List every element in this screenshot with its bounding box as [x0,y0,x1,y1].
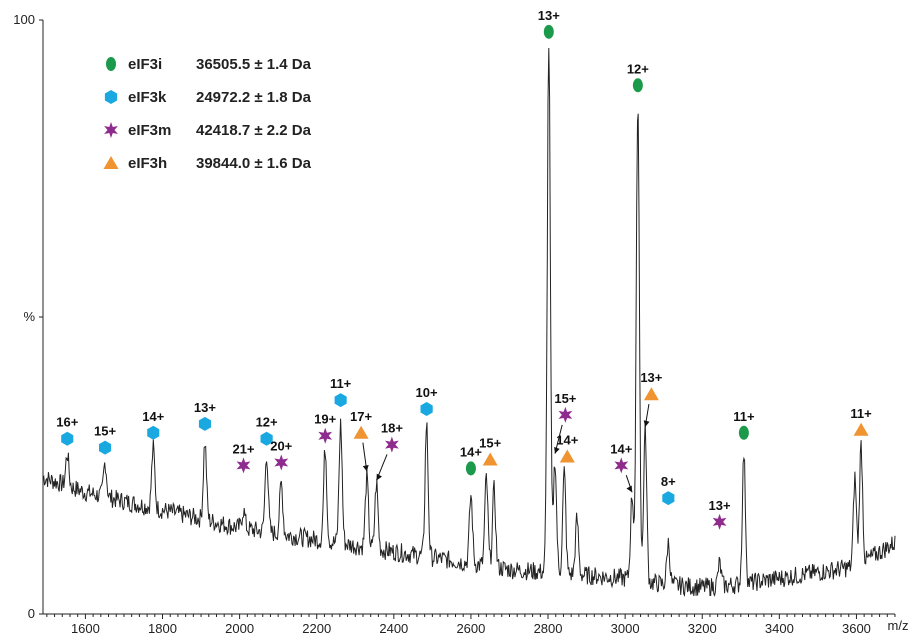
x-tick-label: 3400 [765,621,794,635]
x-axis-label: m/z [888,618,909,633]
eIF3m-marker-15+ [558,406,573,423]
charge-label: 12+ [627,61,649,76]
charge-label: 8+ [661,474,676,489]
eIF3i-marker-14+ [465,461,476,476]
eIF3m-marker-21+ [236,457,251,474]
legend-mass: 24972.2 ± 1.8 Da [196,89,312,106]
eIF3m-marker-18+ [385,436,399,453]
charge-label: 13+ [640,370,662,385]
annotation-arrowhead [554,447,560,454]
charge-label: 15+ [554,391,576,406]
eIF3m-marker-19+ [318,427,333,444]
charge-label: 16+ [56,415,78,430]
y-axis: 0% 100 [13,12,44,621]
legend-mass: 39844.0 ± 1.6 Da [196,155,312,172]
legend-mass: 36505.5 ± 1.4 Da [196,56,312,73]
charge-label: 15+ [94,424,116,439]
eIF3k-marker-14+ [147,425,160,440]
eIF3m-marker-20+ [274,454,289,471]
charge-label: 15+ [479,436,501,451]
legend-mass: 42418.7 ± 2.2 Da [196,122,312,139]
annotation-arrowhead [626,485,633,493]
charge-label: 11+ [330,376,352,391]
legend: eIF3i 36505.5 ± 1.4 Da eIF3k 24972.2 ± 1.8 … [103,56,312,172]
y-tick-label: 100 [13,12,35,27]
charge-label: 14+ [610,441,632,456]
eIF3h-marker-13+ [643,387,659,401]
legend-name: eIF3m [128,122,171,139]
charge-label: 12+ [256,415,278,430]
eIF3i-legend-icon [106,57,116,71]
eIF3h-legend-icon [103,156,119,169]
charge-label: 13+ [194,400,216,415]
legend-name: eIF3k [128,89,167,106]
eIF3h-marker-17+ [353,425,369,439]
eIF3m-legend-icon [104,122,118,138]
peak-labels: 16+15+14+13+21+12+20+19+11+17+18+10+14+1… [56,8,872,513]
charge-label: 11+ [850,406,872,421]
eIF3k-marker-16+ [61,431,74,446]
charge-label: 11+ [733,409,755,424]
annotation-arrowhead [362,465,369,472]
spectrum-trace [42,47,896,597]
charge-label: 18+ [381,421,403,436]
peak-markers [61,24,869,530]
charge-label: 17+ [350,409,372,424]
eIF3k-marker-11+ [334,393,347,408]
eIF3k-marker-12+ [260,431,273,446]
x-tick-label: 1800 [148,621,177,635]
eIF3h-marker-15+ [482,452,498,466]
annotation-arrows [362,404,650,493]
x-axis: 1600 1800 2000 2200 2400 2600 2800 3000 3200 3400… [43,613,909,635]
eIF3m-marker-13+ [712,513,727,530]
plot-area: 16+15+14+13+21+12+20+19+11+17+18+10+14+1… [42,8,896,597]
x-tick-label: 2400 [379,621,408,635]
charge-label: 19+ [314,412,336,427]
legend-name: eIF3i [128,56,162,73]
x-tick-label: 3200 [688,621,717,635]
charge-label: 10+ [416,385,438,400]
y-tick-label: % [23,309,35,324]
annotation-arrowhead [643,420,650,427]
charge-label: 14+ [142,409,164,424]
x-tick-label: 2200 [302,621,331,635]
eIF3m-marker-14+ [614,457,629,474]
eIF3k-marker-10+ [420,402,433,416]
y-tick-label: 0 [28,606,35,621]
eIF3h-marker-11+ [853,422,869,436]
legend-name: eIF3h [128,155,167,172]
eIF3i-marker-12+ [632,78,643,93]
charge-label: 21+ [232,441,254,456]
eIF3h-marker-14+ [559,449,575,463]
charge-label: 14+ [556,433,578,448]
x-tick-label: 1600 [71,621,100,635]
x-tick-label: 2600 [456,621,485,635]
x-ticks: 1600 1800 2000 2200 2400 2600 2800 3000 3200 3400… [46,614,896,635]
x-tick-label: 2000 [225,621,254,635]
charge-label: 13+ [538,8,560,23]
charge-label: 14+ [460,444,482,459]
y-ticks: 0% 100 [13,12,43,621]
x-tick-label: 2800 [534,621,563,635]
eIF3k-marker-13+ [198,416,211,431]
eIF3i-marker-13+ [543,24,554,39]
charge-label: 13+ [709,498,731,513]
eIF3k-marker-15+ [99,440,112,455]
eIF3i-marker-11+ [738,425,749,440]
x-tick-label: 3000 [611,621,640,635]
annotation-arrowhead [376,473,382,481]
x-tick-label: 3600 [842,621,871,635]
eIF3k-marker-8+ [662,491,675,506]
charge-label: 20+ [270,438,292,453]
eIF3k-legend-icon [104,90,118,104]
